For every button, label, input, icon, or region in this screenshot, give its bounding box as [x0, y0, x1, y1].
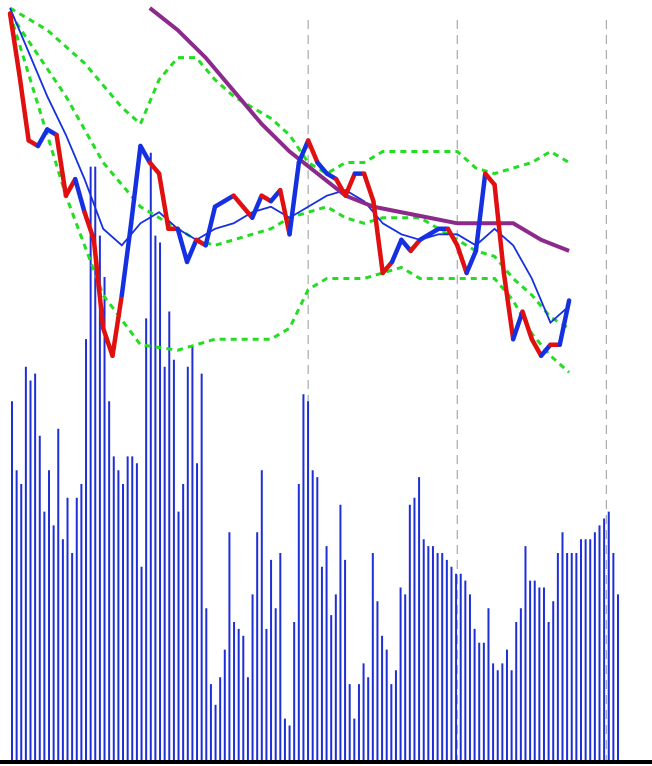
price-segment — [305, 138, 320, 165]
price-segment — [315, 160, 330, 176]
price-segment — [72, 176, 87, 215]
price-segment — [91, 237, 106, 331]
price-segment — [119, 221, 134, 298]
price-segment — [557, 298, 572, 347]
price-segment — [333, 176, 348, 198]
price-segment — [138, 143, 153, 165]
price-segment — [203, 204, 218, 248]
price-segment — [147, 160, 162, 176]
price-segment — [529, 336, 544, 359]
price-segment — [482, 171, 497, 187]
price-segment — [473, 171, 488, 254]
volume-bars — [11, 152, 619, 760]
moving-average-lines — [9, 6, 570, 325]
series-ma-fast — [9, 7, 570, 325]
price-segment — [110, 292, 125, 359]
price-segment — [7, 11, 22, 77]
price-segment — [82, 209, 97, 243]
series-band_upper — [9, 6, 570, 176]
price-segment — [538, 342, 553, 359]
price-segment — [371, 198, 385, 276]
price-segment — [35, 127, 50, 149]
price-segment — [17, 71, 31, 143]
price-segment — [445, 226, 460, 248]
price-segment — [380, 259, 395, 276]
price-segment — [361, 171, 376, 204]
price-segment — [492, 182, 507, 276]
price-segment — [464, 248, 479, 276]
price-segment — [287, 160, 302, 237]
price-segment — [128, 143, 143, 226]
price-segment — [510, 309, 525, 342]
price-segment — [399, 237, 413, 254]
price-line — [7, 11, 572, 359]
price-segment — [277, 187, 292, 237]
price-segment — [250, 193, 264, 221]
price-segment — [455, 243, 469, 276]
price-segment — [54, 132, 69, 198]
price-segment — [408, 237, 423, 254]
series-band_lower — [8, 13, 571, 374]
price-segment — [296, 138, 311, 165]
price-segment — [343, 171, 358, 198]
price-segment — [175, 226, 190, 265]
price-segment — [231, 193, 246, 209]
price-segment — [156, 171, 171, 232]
price-segment — [389, 237, 404, 265]
price-segment — [520, 309, 535, 342]
price-segment — [184, 237, 199, 265]
price-segment — [501, 270, 516, 342]
